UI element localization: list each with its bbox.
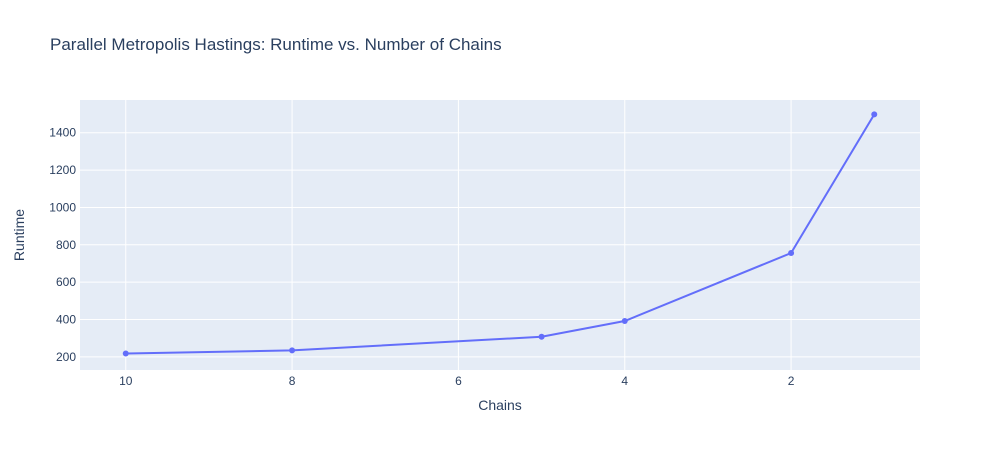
x-tick-label: 2 (788, 374, 795, 388)
grid-lines (80, 100, 920, 370)
y-tick-label: 200 (56, 350, 76, 364)
y-tick-label: 800 (56, 238, 76, 252)
y-axis-label: Runtime (11, 209, 27, 261)
x-axis-label: Chains (478, 397, 522, 413)
data-point[interactable] (871, 111, 878, 118)
x-tick-label: 4 (621, 374, 628, 388)
data-point[interactable] (538, 333, 545, 340)
y-tick-label: 400 (56, 313, 76, 327)
data-point[interactable] (289, 347, 296, 354)
y-tick-label: 1200 (49, 163, 76, 177)
y-tick-label: 1000 (49, 200, 76, 214)
series-layer (122, 111, 878, 357)
x-tick-label: 8 (289, 374, 296, 388)
y-tick-label: 600 (56, 275, 76, 289)
y-tick-label: 1400 (49, 126, 76, 140)
series-line (125, 113, 876, 355)
data-point[interactable] (621, 318, 628, 325)
data-point[interactable] (788, 250, 795, 257)
x-tick-label: 10 (119, 374, 133, 388)
tick-labels: 10 8 6 4 2 200 400 600 800 1000 1200 1400 (49, 126, 794, 388)
x-tick-label: 6 (455, 374, 462, 388)
chart-title: Parallel Metropolis Hastings: Runtime vs… (50, 35, 502, 54)
data-point[interactable] (122, 350, 129, 357)
plot-area (80, 100, 920, 370)
